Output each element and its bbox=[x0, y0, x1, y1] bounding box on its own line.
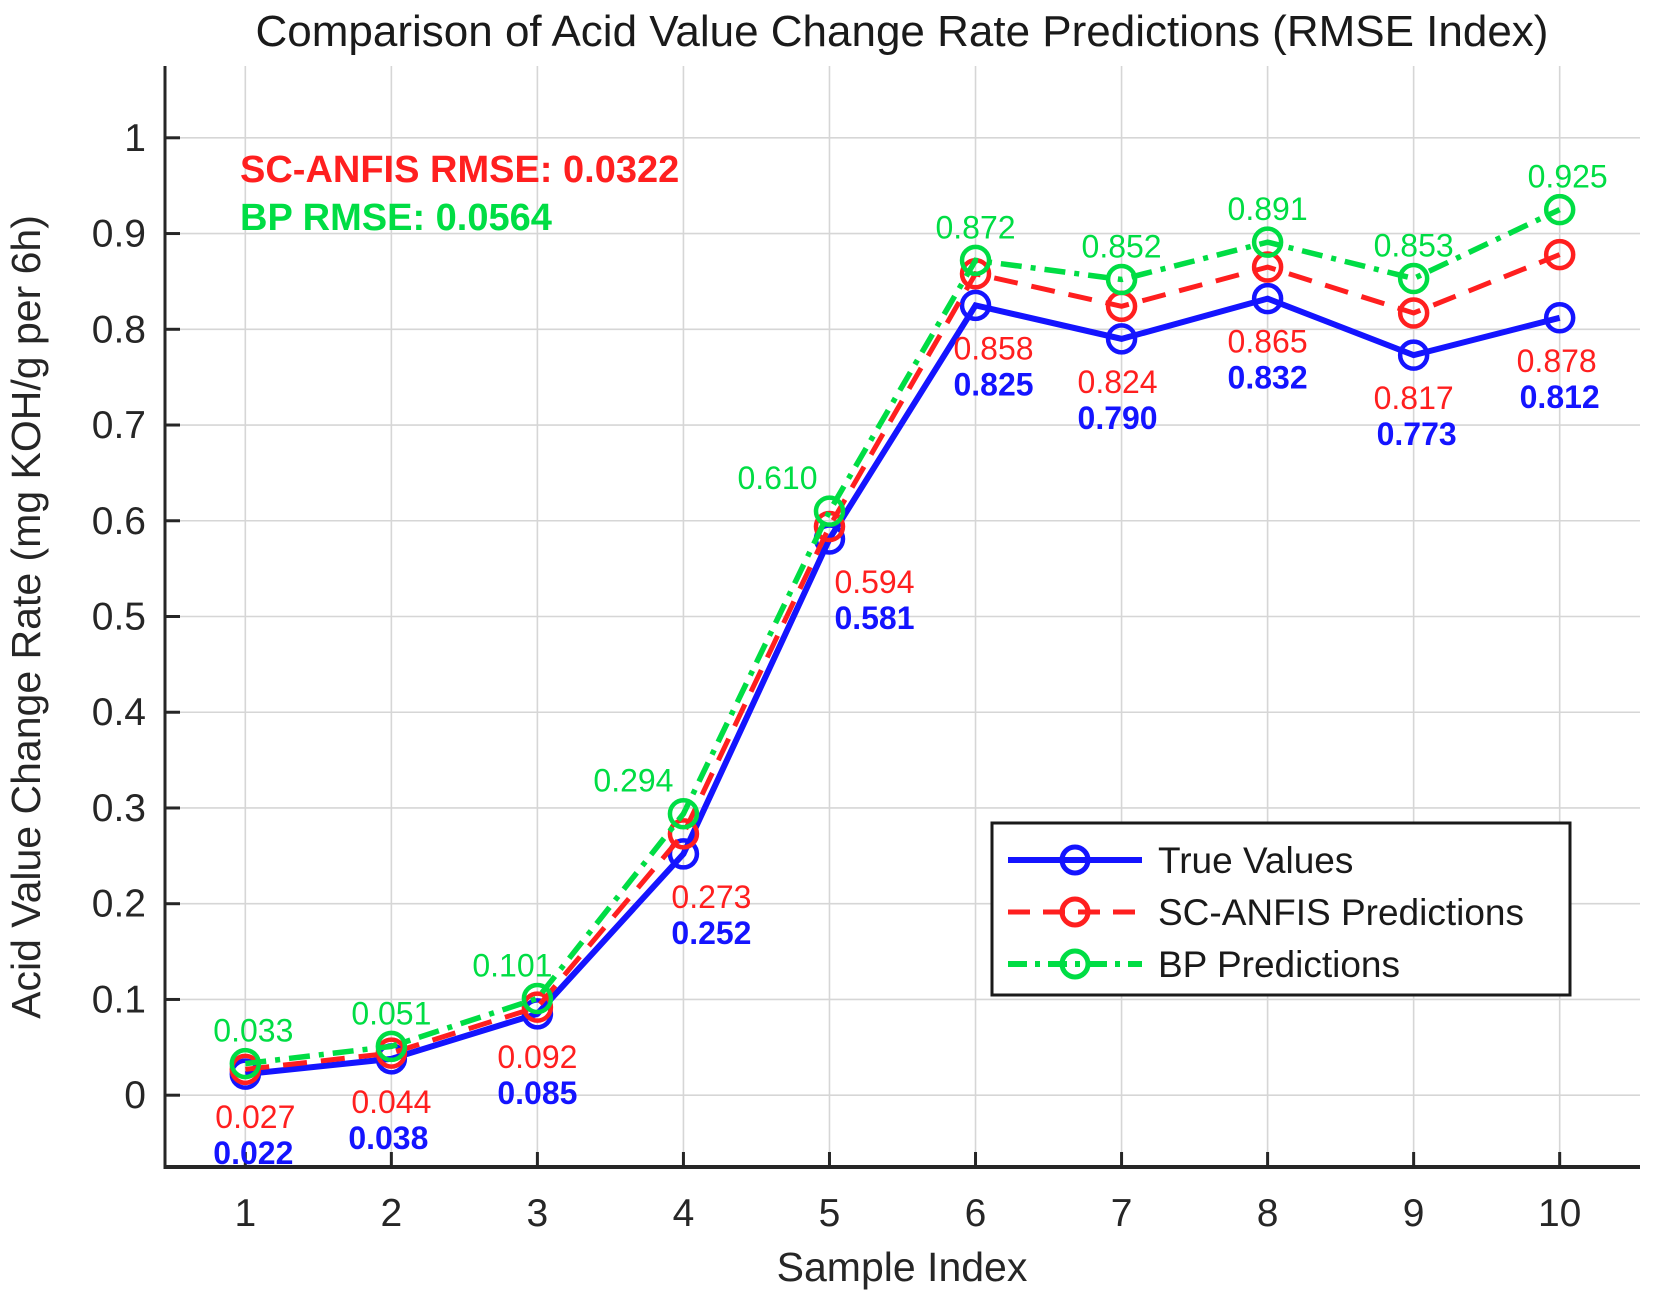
data-point-marker bbox=[959, 244, 992, 277]
y-tick-label: 0.9 bbox=[92, 213, 146, 256]
point-label-bp: 0.852 bbox=[1082, 228, 1162, 264]
legend-marker-circle-icon bbox=[1059, 948, 1091, 980]
data-point-marker bbox=[1251, 282, 1284, 315]
point-label-sc-anfis: 0.858 bbox=[953, 330, 1033, 366]
data-point-marker bbox=[1251, 226, 1284, 258]
x-axis-label: Sample Index bbox=[777, 1244, 1028, 1290]
data-point-marker bbox=[959, 289, 992, 322]
legend-marker-circle-icon bbox=[1059, 844, 1091, 876]
chart-title: Comparison of Acid Value Change Rate Pre… bbox=[256, 7, 1549, 56]
data-point-marker bbox=[229, 1047, 262, 1080]
point-label-true: 0.252 bbox=[671, 915, 751, 951]
point-label-bp: 0.101 bbox=[472, 947, 552, 983]
x-tick-label: 8 bbox=[1257, 1192, 1279, 1235]
x-tick-label: 1 bbox=[234, 1192, 256, 1235]
legend-label: BP Predictions bbox=[1158, 944, 1400, 985]
y-axis-label: Acid Value Change Rate (mg KOH/g per 6h) bbox=[3, 215, 49, 1019]
axis-layer bbox=[163, 66, 1640, 1169]
y-tick-label: 0.1 bbox=[92, 978, 146, 1021]
rmse-annotation-sc-anfis: SC-ANFIS RMSE: 0.0322 bbox=[240, 149, 679, 191]
data-point-marker bbox=[521, 982, 554, 1015]
y-tick-label: 1 bbox=[124, 117, 146, 160]
rmse-annotation-bp: BP RMSE: 0.0564 bbox=[240, 197, 552, 239]
y-tick-label: 0.3 bbox=[92, 787, 146, 830]
x-tick-label: 6 bbox=[965, 1192, 987, 1235]
data-point-marker bbox=[667, 818, 700, 850]
point-label-bp: 0.051 bbox=[351, 995, 431, 1031]
legend-item-true-values: True Values bbox=[1008, 840, 1353, 881]
point-label-bp: 0.872 bbox=[935, 209, 1015, 245]
y-tick-label: 0.7 bbox=[92, 404, 146, 447]
data-point-marker bbox=[1397, 297, 1430, 329]
point-label-sc-anfis: 0.817 bbox=[1374, 380, 1454, 416]
data-point-marker bbox=[1543, 238, 1576, 271]
point-label-sc-anfis: 0.865 bbox=[1228, 324, 1308, 360]
legend-label: True Values bbox=[1158, 840, 1353, 881]
point-label-bp: 0.853 bbox=[1374, 228, 1454, 264]
legend-item-bp: BP Predictions bbox=[1008, 944, 1400, 985]
series-line-bp-predictions bbox=[244, 207, 1561, 1067]
legend-label: SC-ANFIS Predictions bbox=[1158, 892, 1524, 933]
legend-item-sc-anfis: SC-ANFIS Predictions bbox=[1008, 892, 1524, 933]
series-bp-predictions bbox=[229, 193, 1576, 1080]
y-tick-label: 0.5 bbox=[92, 596, 146, 639]
x-tick-label: 7 bbox=[1111, 1192, 1133, 1235]
x-tick-label: 4 bbox=[673, 1192, 695, 1235]
series-line-true-values bbox=[245, 295, 1561, 1078]
point-label-sc-anfis: 0.044 bbox=[351, 1084, 431, 1120]
data-point-marker bbox=[1397, 339, 1430, 371]
data-point-marker bbox=[521, 991, 554, 1023]
series-layer bbox=[229, 193, 1576, 1090]
point-label-bp: 0.294 bbox=[593, 763, 673, 799]
data-point-marker bbox=[813, 495, 846, 527]
y-tick-label: 0.8 bbox=[92, 308, 146, 351]
point-label-sc-anfis: 0.824 bbox=[1078, 364, 1158, 400]
tick-label-layer: 1 2 3 4 5 6 7 8 9 10 0 0.1 0.2 0.3 0.4 0.5 0.6 0.7 0.8 0.9 1 bbox=[92, 117, 1582, 1235]
x-tick-label: 2 bbox=[381, 1192, 403, 1235]
point-label-true: 0.038 bbox=[348, 1120, 428, 1156]
point-label-true: 0.832 bbox=[1228, 360, 1308, 396]
y-tick-label: 0.4 bbox=[92, 691, 146, 734]
point-label-sc-anfis: 0.092 bbox=[497, 1039, 577, 1075]
data-point-marker bbox=[1397, 262, 1430, 295]
data-point-marker bbox=[1543, 193, 1576, 226]
point-label-true: 0.825 bbox=[953, 366, 1033, 402]
point-label-true: 0.773 bbox=[1377, 416, 1457, 452]
x-tick-label: 3 bbox=[527, 1192, 549, 1235]
legend-marker-circle-icon bbox=[1059, 896, 1091, 928]
point-label-bp: 0.033 bbox=[213, 1013, 293, 1049]
x-tick-label: 10 bbox=[1538, 1192, 1581, 1235]
y-tick-label: 0 bbox=[124, 1074, 146, 1117]
point-label-bp: 0.925 bbox=[1528, 159, 1608, 195]
data-point-marker bbox=[375, 1030, 408, 1063]
point-label-true: 0.790 bbox=[1078, 400, 1158, 436]
point-label-true: 0.581 bbox=[834, 600, 914, 636]
x-tick-label: 5 bbox=[819, 1192, 841, 1235]
point-label-sc-anfis: 0.273 bbox=[671, 879, 751, 915]
point-label-bp: 0.610 bbox=[737, 460, 817, 496]
point-label-sc-anfis: 0.027 bbox=[215, 1099, 295, 1135]
data-point-marker bbox=[667, 838, 700, 870]
data-point-marker bbox=[1543, 302, 1576, 334]
data-point-marker bbox=[667, 797, 700, 830]
legend: True Values SC-ANFIS Predictions BP Pred… bbox=[990, 821, 1572, 997]
point-label-sc-anfis: 0.878 bbox=[1517, 343, 1597, 379]
point-label-true: 0.085 bbox=[497, 1075, 577, 1111]
x-tick-label: 9 bbox=[1403, 1192, 1425, 1235]
data-point-marker bbox=[1105, 323, 1138, 355]
data-point-marker bbox=[1105, 263, 1138, 296]
point-label-sc-anfis: 0.594 bbox=[834, 564, 914, 600]
point-label-bp: 0.891 bbox=[1228, 191, 1308, 227]
series-line-sc-anfis-predictions bbox=[245, 252, 1561, 1072]
y-tick-label: 0.6 bbox=[92, 500, 146, 543]
point-label-true: 0.812 bbox=[1520, 379, 1600, 415]
y-tick-label: 0.2 bbox=[92, 883, 146, 926]
point-label-true: 0.022 bbox=[213, 1135, 293, 1171]
